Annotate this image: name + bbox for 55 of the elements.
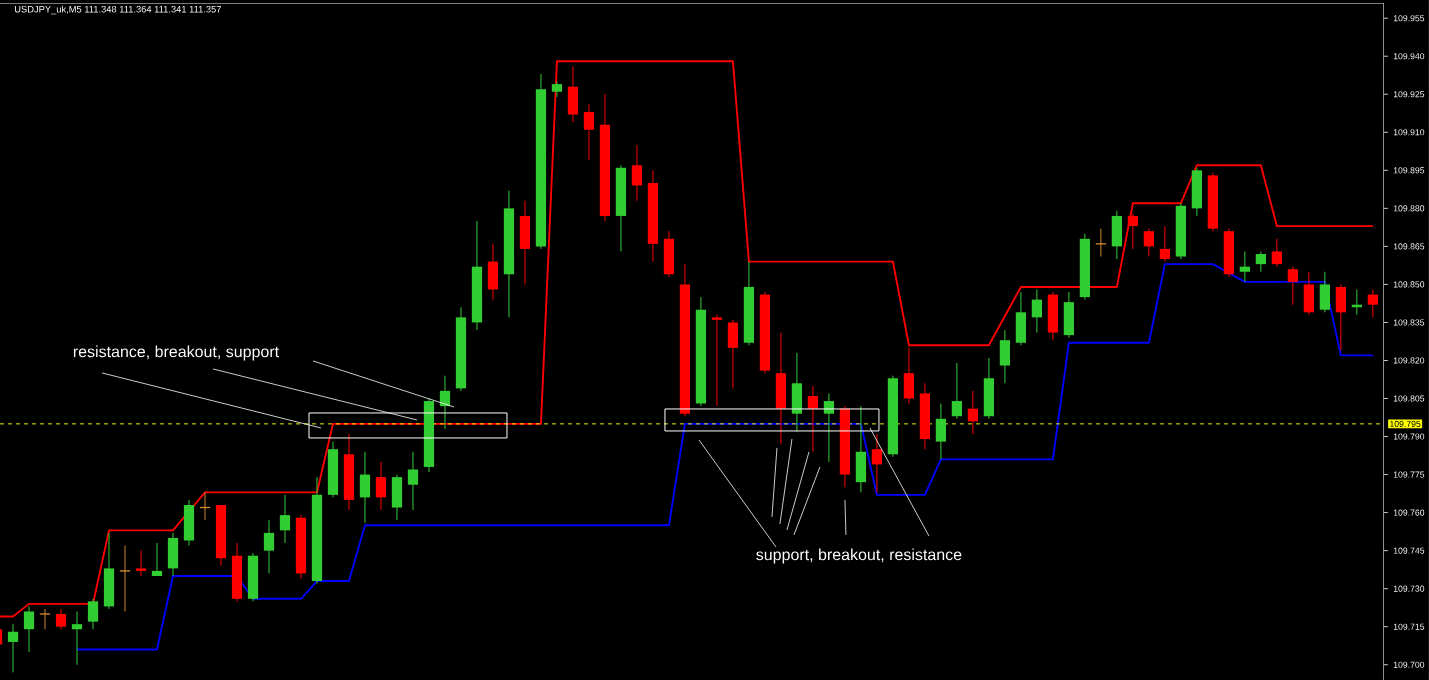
candlestick <box>39 608 51 630</box>
candlestick <box>151 542 163 577</box>
candlestick <box>135 550 147 577</box>
candlestick <box>1127 212 1139 250</box>
y-tick-label: 109.850 <box>1393 281 1425 288</box>
y-tick-label: 109.790 <box>1393 433 1425 440</box>
y-tick-label: 109.835 <box>1393 319 1425 326</box>
candlestick <box>23 605 35 653</box>
candlestick <box>1287 266 1298 306</box>
candlestick <box>1255 250 1266 273</box>
candlestick <box>1271 238 1282 268</box>
candlestick <box>375 461 387 511</box>
y-tick-label: 109.760 <box>1393 509 1425 516</box>
candlestick <box>807 385 819 453</box>
candlestick <box>7 623 19 673</box>
y-tick-label: 109.865 <box>1393 243 1425 250</box>
candlestick <box>711 314 723 407</box>
candlestick <box>1095 228 1107 258</box>
candlestick <box>87 598 99 630</box>
candlestick <box>279 494 291 544</box>
y-tick-label: 109.940 <box>1393 53 1425 60</box>
chart-title: USDJPY_uk,M5 111.348 111.364 111.341 111.357 <box>14 5 221 15</box>
y-tick-label: 109.805 <box>1393 395 1425 402</box>
y-tick-label: 109.955 <box>1393 15 1425 22</box>
y-tick-label: 109.925 <box>1393 91 1425 98</box>
candlestick <box>407 451 419 511</box>
candlestick <box>119 545 131 613</box>
annotation: resistance, breakout, support <box>73 345 280 361</box>
y-tick-label: 109.820 <box>1393 357 1425 364</box>
y-tick-label: 109.910 <box>1393 129 1425 136</box>
candlestick <box>1031 289 1043 334</box>
annotation: support, breakout, resistance <box>756 548 962 564</box>
candlestick <box>967 390 979 435</box>
candlestick <box>1143 228 1154 258</box>
y-tick-label: 109.700 <box>1393 661 1425 668</box>
candlestick <box>935 403 947 460</box>
candlestick <box>551 81 563 98</box>
candlestick <box>1239 250 1250 283</box>
y-tick-label: 109.880 <box>1393 205 1425 212</box>
candlestick <box>1367 289 1378 318</box>
candlestick <box>583 103 595 161</box>
candlestick <box>951 362 963 420</box>
candlestick <box>359 451 371 524</box>
y-tick-label: 109.730 <box>1393 585 1425 592</box>
ref-line-label: 109.795 <box>1390 420 1421 427</box>
y-tick-label: 109.775 <box>1393 471 1425 478</box>
candlestick <box>631 144 643 202</box>
y-tick-label: 109.745 <box>1393 547 1425 554</box>
candlestick <box>263 519 275 574</box>
candlestick <box>1159 225 1170 263</box>
y-tick-label: 109.715 <box>1393 623 1425 630</box>
candlestick <box>71 611 83 666</box>
candlestick <box>871 433 883 493</box>
candlestick <box>55 608 67 630</box>
y-tick-label: 109.895 <box>1393 167 1425 174</box>
